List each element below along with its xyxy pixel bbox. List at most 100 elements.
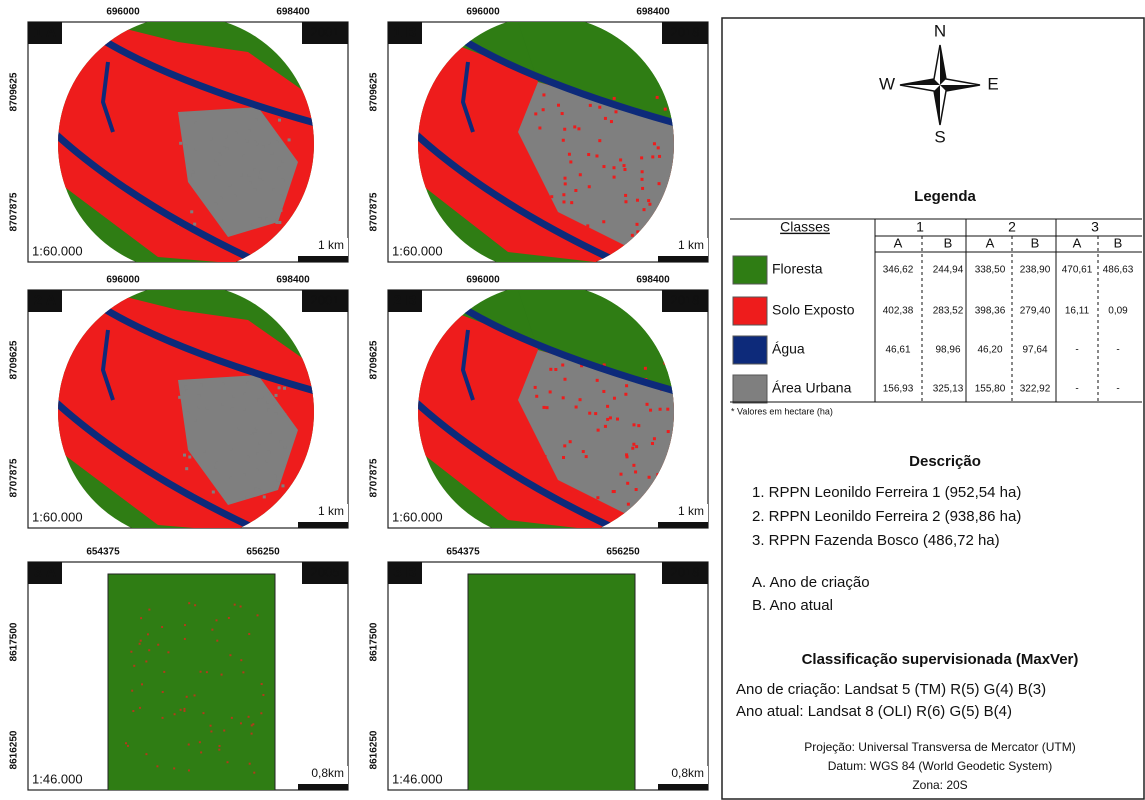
pixel [574, 189, 577, 192]
pixel [647, 199, 650, 202]
pixel [562, 396, 565, 399]
scale-bar-label: 1 km [678, 238, 704, 252]
pixel [255, 427, 258, 430]
pixel [223, 146, 226, 149]
pixel [613, 97, 616, 100]
pixel [563, 378, 566, 381]
pixel [210, 725, 212, 727]
area-value: 156,93 [883, 384, 914, 395]
pixel [216, 640, 218, 642]
pixel [258, 176, 261, 179]
scale: 1:60.000 [392, 243, 443, 258]
y-coordinate: 8707875 [369, 458, 380, 497]
pixel [656, 96, 659, 99]
pixel [148, 609, 150, 611]
pixel [624, 393, 627, 396]
pixel [248, 174, 251, 177]
pixel [568, 153, 571, 156]
class-name: Água [772, 341, 805, 357]
scale: 1:60.000 [32, 243, 83, 258]
pixel [184, 145, 187, 148]
pixel [274, 412, 277, 415]
pixel [214, 202, 217, 205]
pixel [561, 112, 564, 115]
pixel [125, 742, 127, 744]
pixel [260, 712, 262, 714]
pixel [139, 643, 141, 645]
pixel [195, 148, 198, 151]
pixel [588, 412, 591, 415]
scale-bar [298, 784, 348, 790]
pixel [203, 450, 206, 453]
x-coordinate: 698400 [276, 7, 310, 18]
pixel [273, 475, 276, 478]
pixel [667, 430, 670, 433]
group-header: 3 [1091, 219, 1099, 235]
pixel [562, 193, 565, 196]
scale-bar [658, 256, 708, 262]
projection-line: Datum: WGS 84 (World Geodetic System) [828, 759, 1053, 773]
panel-label: 2 A [34, 292, 57, 309]
area-value: 398,36 [975, 306, 1006, 317]
description-item: 1. RPPN Leonildo Ferreira 1 (952,54 ha) [752, 484, 1021, 501]
pixel [549, 368, 552, 371]
description-item: 2. RPPN Leonildo Ferreira 2 (938,86 ha) [752, 508, 1021, 525]
area-value: 46,20 [977, 345, 1002, 356]
pixel [626, 482, 629, 485]
pixel [619, 158, 622, 161]
pixel [215, 176, 218, 179]
pixel [637, 424, 640, 427]
scale-bar-label: 0,8km [671, 766, 704, 780]
pixel [234, 195, 237, 198]
pixel [221, 403, 224, 406]
pixel [185, 467, 188, 470]
pixel [596, 496, 599, 499]
pixel [240, 605, 242, 607]
pixel [631, 447, 634, 450]
pixel [157, 644, 159, 646]
pixel [243, 473, 246, 476]
pixel [635, 488, 638, 491]
pixel [649, 409, 652, 412]
pixel [261, 177, 264, 180]
area-value: 0,09 [1108, 306, 1128, 317]
pixel [194, 694, 196, 696]
pixel [550, 195, 553, 198]
pixel [248, 716, 250, 718]
x-coordinate: 698400 [636, 7, 670, 18]
pixel [278, 386, 281, 389]
pixel [571, 492, 574, 495]
pixel [140, 640, 142, 642]
pixel [634, 470, 637, 473]
pixel [641, 187, 644, 190]
forest [108, 574, 275, 794]
pixel [614, 110, 617, 113]
pixel [631, 234, 634, 237]
pixel [230, 447, 233, 450]
sub-header: A [894, 235, 903, 250]
pixel [651, 155, 654, 158]
map [108, 574, 275, 794]
pixel [261, 395, 264, 398]
pixel [247, 382, 250, 385]
pixel [538, 127, 541, 130]
pixel [573, 125, 576, 128]
pixel [130, 651, 132, 653]
description-year: B. Ano atual [752, 597, 833, 614]
pixel [218, 749, 220, 751]
area-value: 16,11 [1065, 306, 1090, 317]
pixel [616, 418, 619, 421]
pixel [228, 617, 230, 619]
year: 2018 [671, 24, 700, 39]
pixel [267, 409, 270, 412]
pixel [186, 696, 188, 698]
pixel [246, 140, 249, 143]
scale: 1:46.000 [392, 771, 443, 786]
figure: 1 A20011:60.0001 km696000698400870962587… [0, 0, 1145, 800]
pixel [240, 722, 242, 724]
pixel [648, 203, 651, 206]
pixel [210, 137, 213, 140]
scale-bar-label: 1 km [318, 504, 344, 518]
pixel [244, 392, 247, 395]
projection-line: Projeção: Universal Transversa de Mercat… [804, 740, 1075, 754]
